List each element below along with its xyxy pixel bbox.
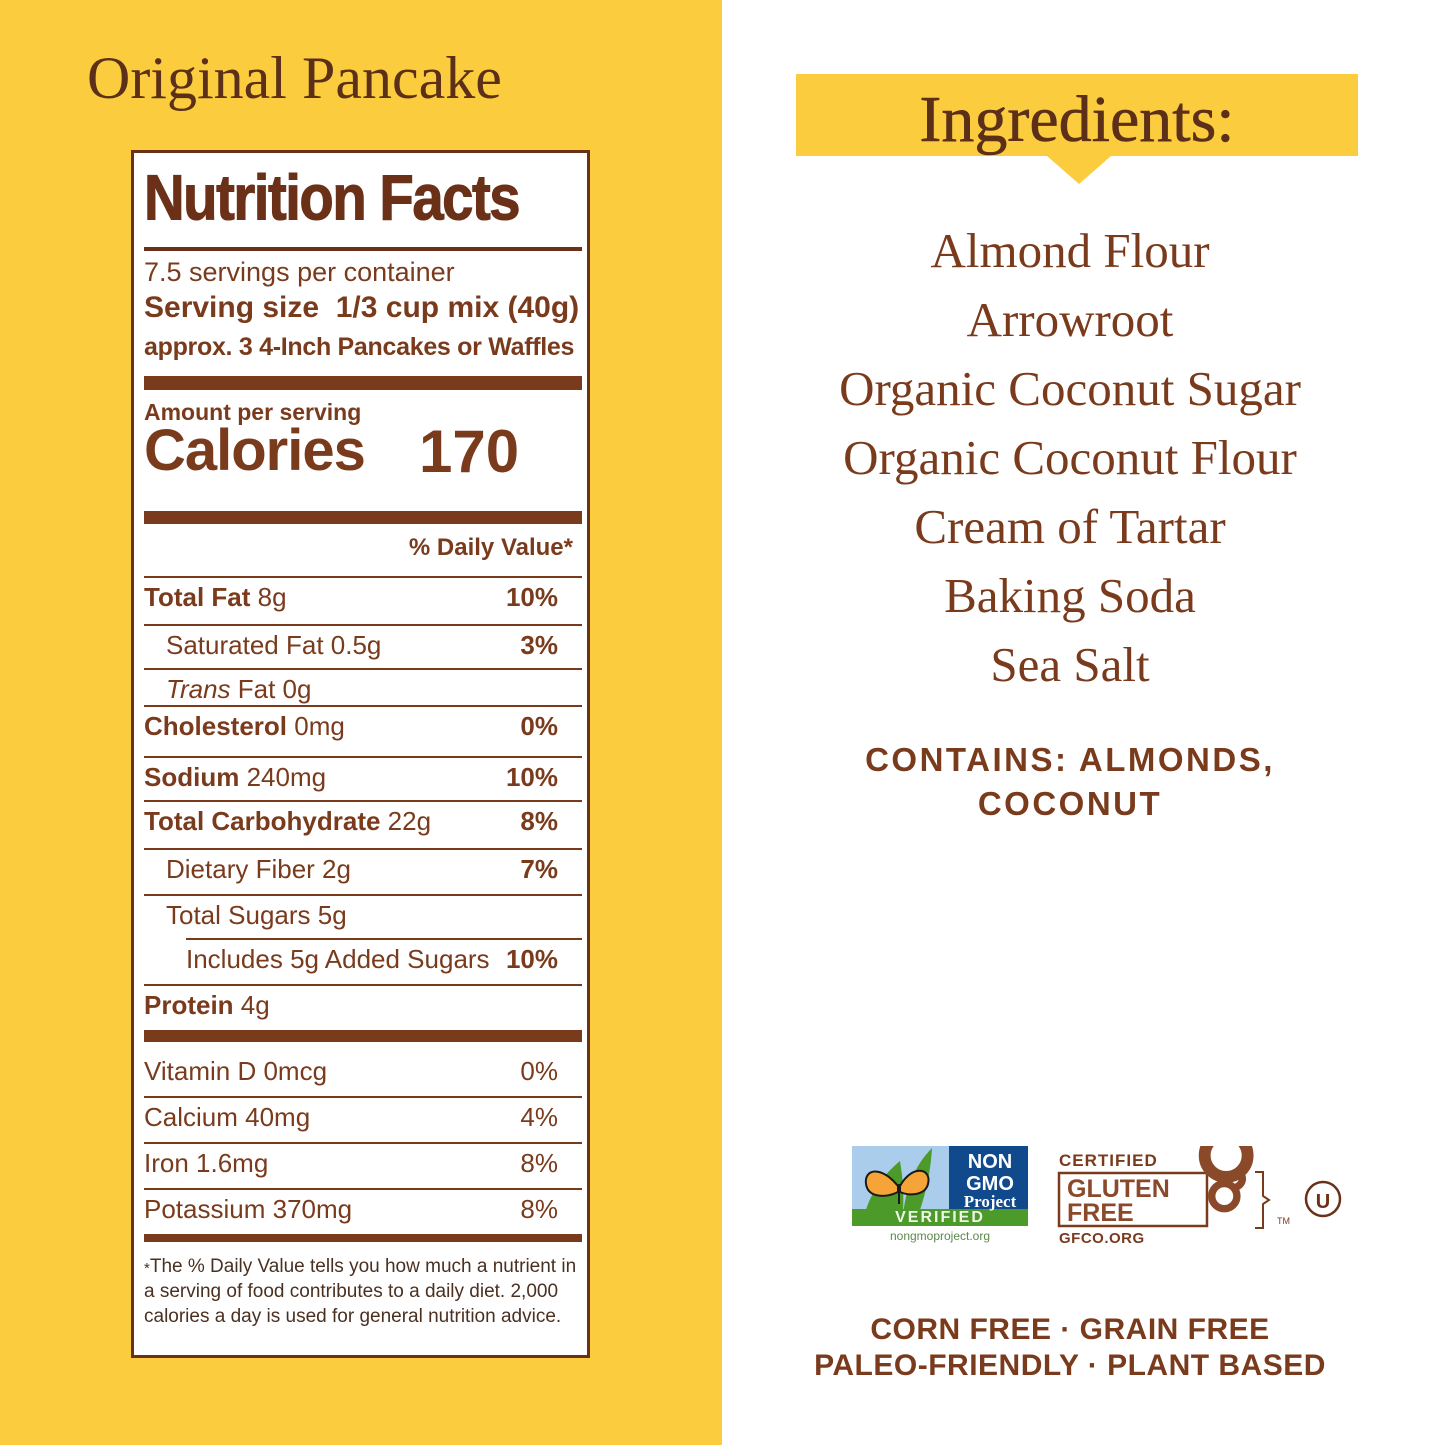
svg-text:NON: NON [968, 1151, 1012, 1173]
svg-text:VERIFIED: VERIFIED [895, 1209, 985, 1226]
svg-text:CERTIFIED: CERTIFIED [1059, 1151, 1158, 1170]
svg-text:nongmoproject.org: nongmoproject.org [890, 1229, 990, 1243]
svg-text:U: U [1316, 1191, 1330, 1213]
svg-text:TM: TM [1277, 1216, 1290, 1226]
svg-text:GFCO.ORG: GFCO.ORG [1059, 1230, 1145, 1247]
svg-text:FREE: FREE [1067, 1199, 1134, 1227]
